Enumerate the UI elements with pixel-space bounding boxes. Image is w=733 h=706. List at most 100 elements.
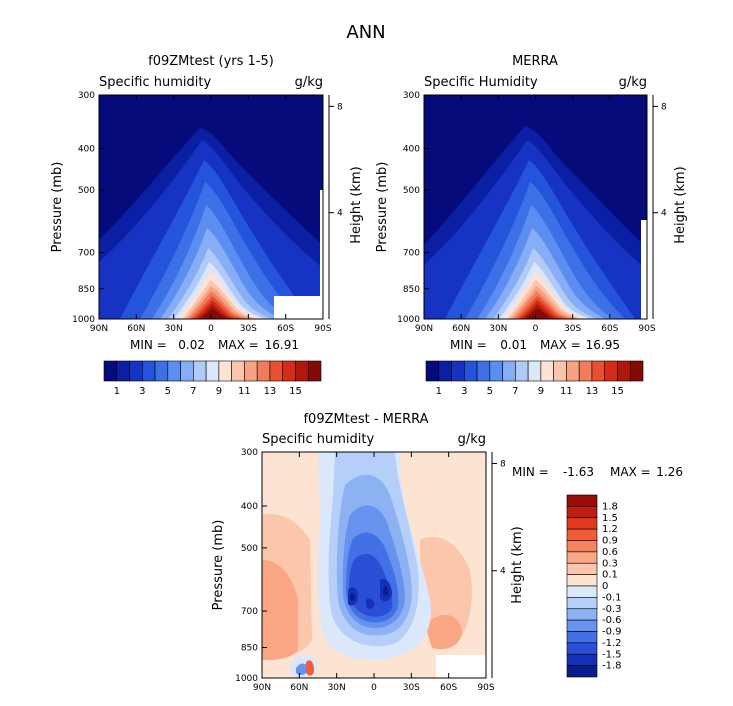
- panel-model-max-value: 16.91: [265, 338, 299, 352]
- x-tick-label: 60S: [601, 324, 618, 334]
- page-title: ANN: [346, 22, 385, 43]
- colorbar-swatch: [231, 360, 245, 382]
- x-tick-label: 90N: [253, 683, 271, 693]
- y-tick-label: 850: [403, 285, 420, 295]
- y-tick-label: 700: [403, 249, 420, 259]
- panel-model-subtitle-left: Specific humidity: [99, 75, 211, 90]
- colorbar-swatch: [463, 360, 478, 382]
- panel-obs-max-value: 16.95: [586, 338, 620, 352]
- y-tick-label: 300: [241, 448, 258, 458]
- colorbar-swatch: [438, 360, 452, 382]
- colorbar-swatch: [244, 360, 258, 382]
- x-tick-label: 90S: [638, 324, 655, 334]
- colorbar-label: 15: [611, 386, 624, 397]
- panel-diff-min-value: -1.63: [563, 465, 594, 479]
- colorbar-swatch: [103, 360, 118, 382]
- colorbar-swatch: [591, 360, 606, 382]
- colorbar-swatch: [489, 360, 503, 382]
- panel-obs-min-label: MIN =: [450, 338, 487, 352]
- panel-obs: MERRA Specific Humidity g/kg 90N 60N 30N 0 3…: [375, 54, 688, 397]
- y2-tick-label: 4: [337, 209, 343, 219]
- panel-diff-max-value: 1.26: [656, 465, 683, 479]
- panel-model-colorbar: 1 3 5 7 9 11 13 15: [103, 360, 322, 397]
- colorbar-label: 3: [139, 386, 145, 397]
- colorbar-label: 1.5: [602, 513, 618, 524]
- colorbar-swatch: [566, 562, 598, 575]
- panel-model-subtitle-right: g/kg: [295, 75, 323, 90]
- panel-model-title: f09ZMtest (yrs 1-5): [148, 54, 274, 69]
- colorbar-swatch: [129, 360, 143, 382]
- colorbar-label: 0.1: [602, 570, 618, 581]
- colorbar-swatch: [578, 360, 593, 382]
- colorbar-swatch: [269, 360, 284, 382]
- colorbar-swatch: [566, 506, 598, 519]
- panel-obs-title: MERRA: [512, 54, 558, 69]
- x-tick-label: 60S: [440, 683, 457, 693]
- colorbar-label: 7: [512, 386, 518, 397]
- panel-diff-subtitle-left: Specific humidity: [262, 432, 374, 447]
- x-tick-label: 90S: [477, 683, 494, 693]
- colorbar-swatch: [566, 642, 598, 655]
- colorbar-label: 11: [560, 386, 573, 397]
- x-tick-label: 30S: [403, 683, 420, 693]
- colorbar-label: 0.9: [602, 536, 618, 547]
- panel-diff-field: [262, 452, 486, 678]
- contour-band: [262, 560, 298, 660]
- panel-model-y2label: Height (km): [349, 166, 364, 243]
- contour-band: [525, 308, 560, 319]
- colorbar-swatch: [617, 360, 631, 382]
- y-tick-label: 850: [78, 285, 95, 295]
- panel-obs-field: [424, 95, 647, 319]
- colorbar-label: 1: [436, 386, 442, 397]
- colorbar-label: 1.8: [602, 501, 618, 512]
- x-tick-label: 0: [371, 683, 377, 693]
- y2-tick-label: 4: [661, 209, 667, 219]
- x-tick-label: 0: [208, 324, 214, 334]
- panel-diff-ylabel: Pressure (mb): [211, 520, 226, 611]
- panel-obs-subtitle-right: g/kg: [619, 75, 647, 90]
- y-tick-label: 1000: [397, 315, 420, 325]
- panel-model-min-label: MIN =: [130, 338, 167, 352]
- y-tick-label: 700: [78, 249, 95, 259]
- panel-diff: f09ZMtest - MERRA Specific humidity g/kg…: [211, 412, 683, 693]
- y-tick-label: 400: [403, 145, 420, 155]
- x-tick-label: 90N: [415, 324, 433, 334]
- y-tick-label: 300: [78, 91, 95, 101]
- y-tick-label: 700: [241, 607, 258, 617]
- y2-tick-label: 8: [661, 102, 667, 112]
- y-tick-label: 500: [78, 186, 95, 196]
- contour-band: [200, 308, 235, 319]
- contour-band: [350, 585, 389, 601]
- panel-diff-y2label: Height (km): [510, 526, 525, 603]
- colorbar-label: 1: [114, 386, 120, 397]
- colorbar-label: 0.6: [602, 547, 618, 558]
- panel-diff-title: f09ZMtest - MERRA: [303, 412, 428, 427]
- contour-band: [349, 553, 393, 617]
- colorbar-label: 1.2: [602, 524, 618, 535]
- colorbar-swatch: [527, 360, 542, 382]
- colorbar-label: 3: [461, 386, 467, 397]
- panel-model-max-label: MAX =: [218, 338, 259, 352]
- colorbar-swatch: [566, 631, 598, 644]
- panel-obs-subtitle-left: Specific Humidity: [424, 75, 538, 90]
- colorbar-label: 0.3: [602, 558, 618, 569]
- colorbar-swatch: [566, 597, 598, 610]
- colorbar-swatch: [180, 360, 194, 382]
- y-tick-label: 500: [403, 186, 420, 196]
- colorbar-label: 5: [165, 386, 171, 397]
- colorbar-swatch: [256, 360, 271, 382]
- colorbar-swatch: [566, 665, 598, 678]
- colorbar-swatch: [141, 360, 156, 382]
- contour-band: [425, 614, 462, 650]
- x-tick-label: 30N: [489, 324, 507, 334]
- colorbar-label: 9: [538, 386, 544, 397]
- x-tick-label: 60N: [127, 324, 145, 334]
- y-tick-label: 1000: [72, 315, 95, 325]
- missing-data-mask: [436, 655, 486, 678]
- colorbar-swatch: [167, 360, 181, 382]
- x-tick-label: 30S: [240, 324, 257, 334]
- panel-model-min-value: 0.02: [178, 338, 205, 352]
- panel-diff-min-label: MIN =: [512, 465, 549, 479]
- colorbar-swatch: [425, 360, 440, 382]
- colorbar-label: 11: [238, 386, 251, 397]
